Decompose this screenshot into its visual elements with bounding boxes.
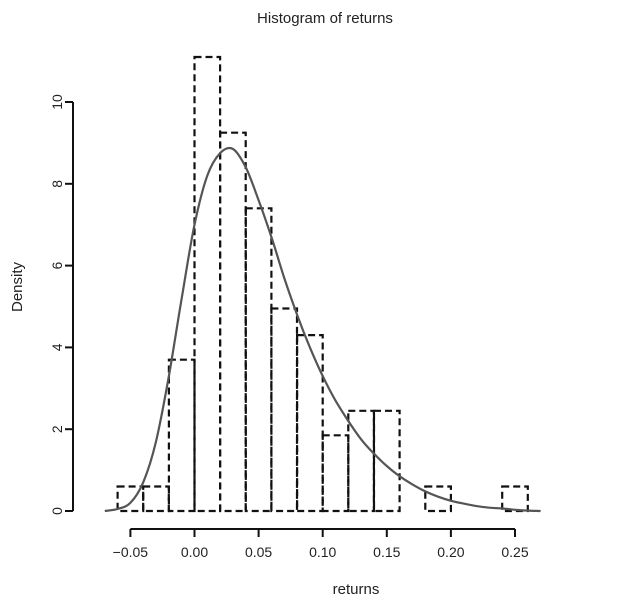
y-tick-label: 0 (49, 507, 65, 515)
histogram-bars (116, 55, 529, 513)
y-tick-label: 4 (49, 343, 65, 351)
histogram-bar (193, 55, 222, 513)
x-axis-label: returns (333, 581, 380, 598)
histogram-bar (219, 131, 247, 513)
x-tick-label: 0.05 (245, 544, 272, 560)
histogram-bar (296, 334, 324, 513)
histogram-bar (116, 485, 145, 513)
x-tick-label: 0.20 (437, 544, 464, 560)
density-curve-group (104, 146, 541, 513)
y-axis: 0 2 4 6 8 10 (49, 94, 74, 515)
x-tick-label: 0.15 (373, 544, 400, 560)
histogram-bar (142, 485, 170, 513)
histogram-bar (501, 485, 529, 513)
x-tick-label: 0.00 (181, 544, 208, 560)
x-tick-label: 0.10 (309, 544, 336, 560)
histogram-bar (372, 409, 401, 513)
histogram-bar (270, 307, 299, 513)
y-tick-label: 8 (49, 180, 65, 188)
density-curve (104, 146, 541, 513)
histogram-bar (167, 358, 196, 513)
x-axis: −0.05 0.00 0.05 0.10 0.15 0.20 0.25 (113, 528, 529, 560)
x-tick-label: −0.05 (113, 544, 149, 560)
histogram-bar (244, 207, 273, 513)
y-axis-label: Density (9, 261, 26, 312)
chart-title: Histogram of returns (257, 10, 393, 27)
y-tick-label: 6 (49, 261, 65, 269)
x-tick-label: 0.25 (501, 544, 528, 560)
y-tick-label: 2 (49, 425, 65, 433)
histogram-bar (321, 434, 350, 513)
y-tick-label: 10 (49, 94, 65, 110)
histogram-bar (424, 485, 452, 513)
histogram-bar (347, 409, 375, 513)
